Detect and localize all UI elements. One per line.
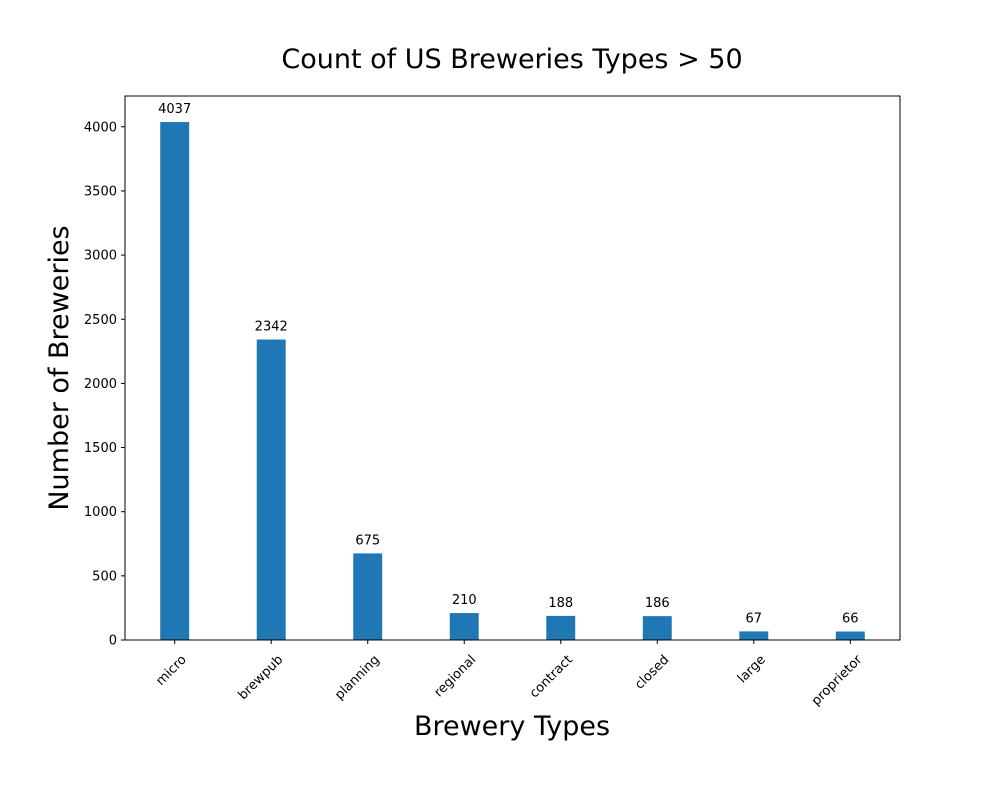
y-axis-title: Number of Breweries bbox=[44, 225, 75, 510]
bar-regional bbox=[449, 613, 479, 640]
y-tick-label: 2500 bbox=[84, 313, 117, 328]
data-label-planning: 675 bbox=[355, 533, 380, 548]
chart-title: Count of US Breweries Types > 50 bbox=[281, 44, 742, 75]
y-axis: 0 500 1000 1500 2000 2500 3000 3500 4000 bbox=[84, 120, 125, 649]
bar-large bbox=[739, 631, 769, 640]
data-label-brewpub: 2342 bbox=[255, 320, 288, 335]
data-label-proprietor: 66 bbox=[842, 612, 859, 627]
y-tick-label: 1000 bbox=[84, 505, 117, 520]
bars-layer bbox=[160, 122, 865, 641]
y-tick-label: 0 bbox=[109, 634, 117, 649]
y-tick-label: 3000 bbox=[84, 249, 117, 264]
x-axis-title: Brewery Types bbox=[414, 711, 610, 742]
y-tick-label: 2000 bbox=[84, 377, 117, 392]
bar-closed bbox=[642, 616, 672, 640]
y-tick-label: 3500 bbox=[84, 184, 117, 199]
data-labels-layer: 4037 2342 675 210 188 186 67 66 bbox=[158, 102, 858, 626]
y-tick-label: 4000 bbox=[84, 120, 117, 135]
plot-frame bbox=[124, 95, 901, 641]
data-label-large: 67 bbox=[746, 611, 763, 626]
bar-brewpub bbox=[256, 339, 286, 640]
data-label-contract: 188 bbox=[548, 596, 573, 611]
bar-contract bbox=[546, 615, 576, 640]
y-tick-label: 500 bbox=[92, 569, 117, 584]
data-label-micro: 4037 bbox=[158, 102, 191, 117]
bar-micro bbox=[160, 122, 190, 641]
data-label-closed: 186 bbox=[645, 596, 670, 611]
bar-proprietor bbox=[835, 631, 865, 640]
bar-planning bbox=[353, 553, 383, 640]
data-label-regional: 210 bbox=[452, 593, 477, 608]
y-tick-label: 1500 bbox=[84, 441, 117, 456]
